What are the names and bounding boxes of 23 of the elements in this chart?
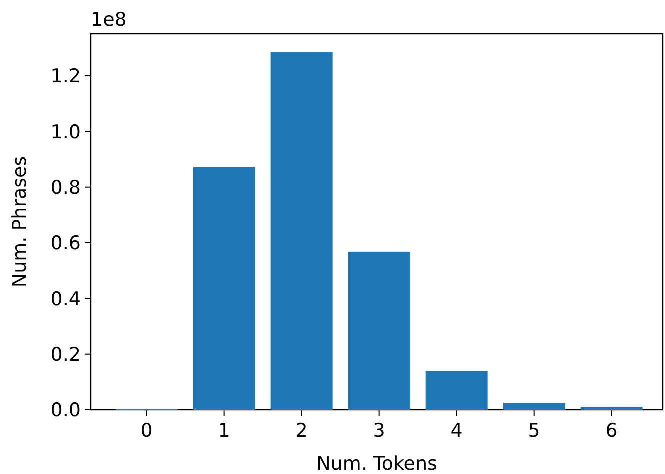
x-axis-title: Num. Tokens — [316, 453, 438, 474]
y-tick-label: 0.4 — [50, 288, 81, 310]
y-tick-label: 1.0 — [50, 121, 81, 144]
x-tick-label: 2 — [296, 420, 308, 442]
bar — [193, 167, 256, 410]
bar — [270, 52, 333, 410]
bar — [580, 407, 643, 410]
x-tick-label: 3 — [373, 420, 386, 442]
bar — [503, 403, 566, 410]
y-tick-label: 0.6 — [50, 232, 81, 255]
y-tick-label: 0.0 — [50, 400, 81, 422]
y-axis-title: Num. Phrases — [9, 156, 31, 288]
bar — [426, 371, 488, 410]
y-tick-label: 1.2 — [50, 66, 81, 88]
x-tick-label: 1 — [218, 420, 230, 442]
text: 1e8 — [91, 9, 127, 31]
bar — [348, 252, 410, 410]
x-tick-label: 5 — [528, 420, 540, 442]
x-tick-label: 6 — [606, 420, 618, 442]
x-tick-label: 4 — [450, 420, 463, 442]
y-tick-label: 0.8 — [50, 177, 81, 199]
x-tick-label: 0 — [140, 420, 153, 442]
y-tick-label: 0.2 — [50, 344, 81, 366]
